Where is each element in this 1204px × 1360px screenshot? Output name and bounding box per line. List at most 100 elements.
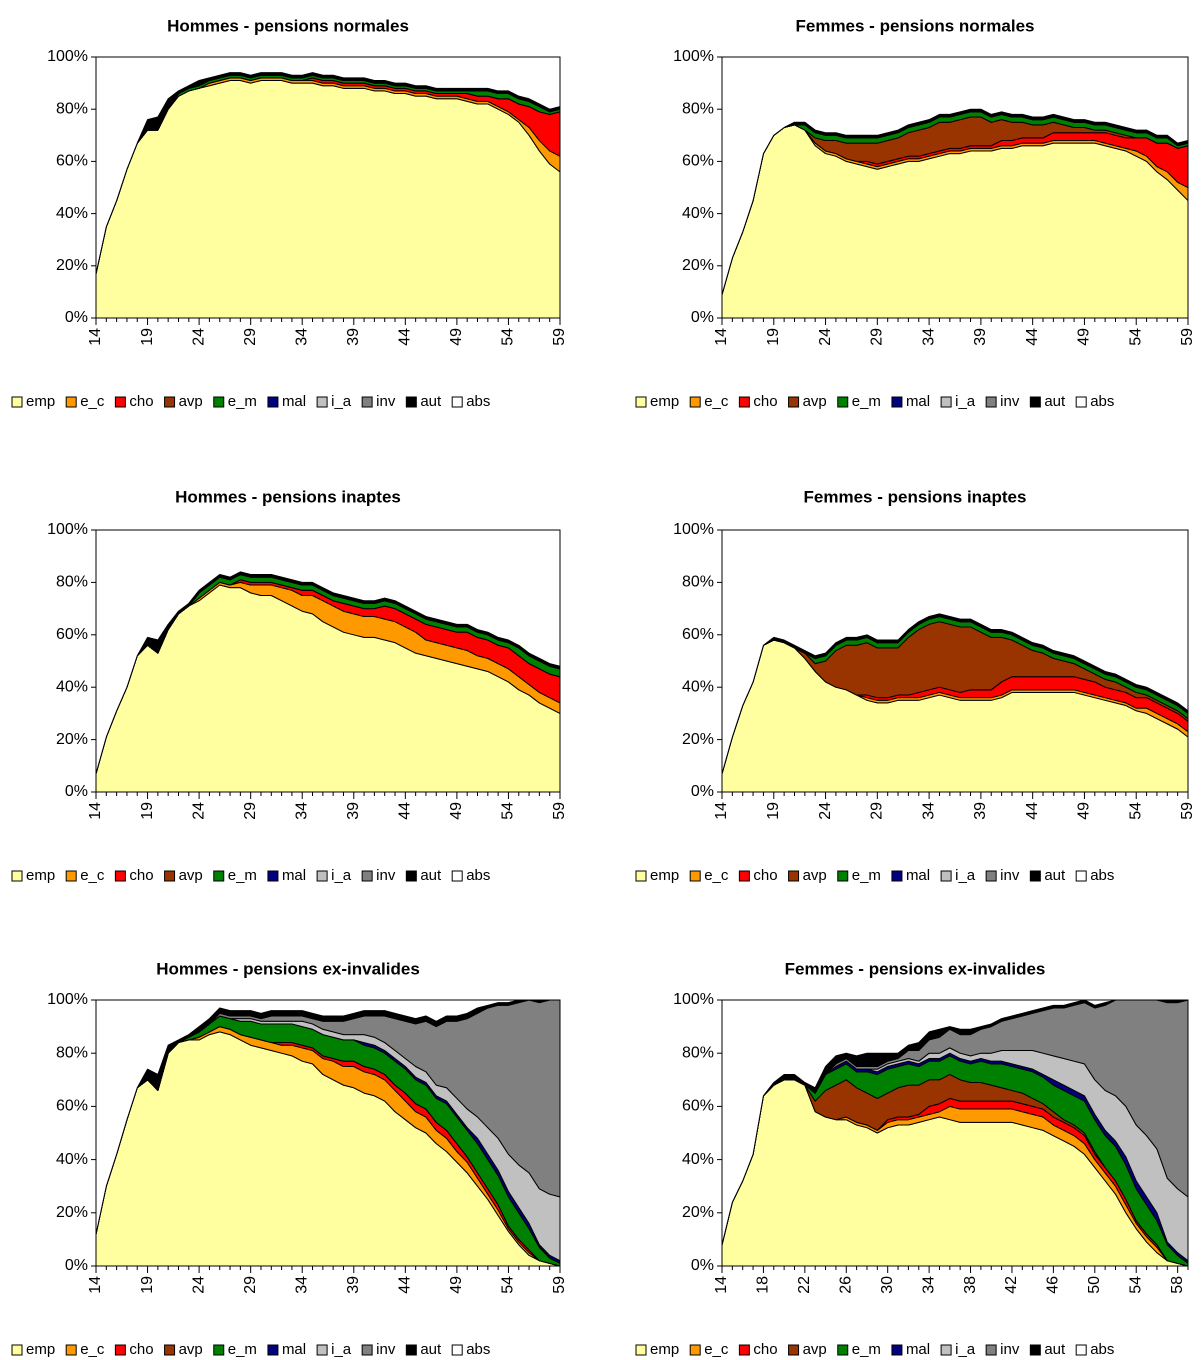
- plot-border: [721, 999, 1189, 1267]
- legend-swatch: [788, 870, 800, 882]
- legend-swatch: [985, 1344, 997, 1356]
- y-tick-label: 40%: [56, 678, 88, 695]
- y-tick-label: 40%: [682, 678, 714, 695]
- legend-label: e_c: [704, 867, 729, 884]
- legend-swatch: [405, 1344, 417, 1356]
- x-tick-label: 42: [1003, 1276, 1020, 1294]
- x-tick-label: 54: [1127, 1276, 1144, 1294]
- y-tick-label: 80%: [56, 1044, 88, 1061]
- chart-title: Hommes - pensions ex-invalides: [156, 959, 420, 978]
- x-tick-label: 24: [817, 802, 834, 820]
- legend-label: e_m: [852, 393, 881, 410]
- y-tick-label: 0%: [65, 1257, 88, 1274]
- x-tick-label: 34: [920, 328, 937, 346]
- legend-label: e_c: [704, 393, 729, 410]
- x-tick-label: 49: [1076, 802, 1093, 820]
- y-tick-label: 0%: [691, 309, 714, 326]
- legend-swatch: [65, 1344, 77, 1356]
- y-tick-label: 60%: [56, 626, 88, 643]
- x-tick-label: 14: [713, 328, 730, 346]
- plot-border: [95, 999, 561, 1267]
- legend-label: cho: [129, 1341, 153, 1358]
- x-tick-label: 24: [190, 802, 207, 820]
- legend-label: emp: [650, 1341, 679, 1358]
- x-tick-label: 24: [190, 328, 207, 346]
- legend-label: e_m: [852, 1341, 881, 1358]
- legend-label: cho: [753, 1341, 777, 1358]
- x-tick-label: 26: [837, 1276, 854, 1294]
- x-tick-label: 34: [293, 802, 310, 820]
- x-tick-label: 39: [972, 802, 989, 820]
- x-tick-label: 14: [87, 802, 104, 820]
- legend-label: cho: [129, 867, 153, 884]
- legend-label: emp: [26, 867, 55, 884]
- legend-swatch: [11, 396, 23, 408]
- legend-label: mal: [906, 393, 930, 410]
- legend-label: e_c: [80, 867, 105, 884]
- legend-swatch: [635, 870, 647, 882]
- legend-label: avp: [179, 867, 203, 884]
- legend-swatch: [267, 1344, 279, 1356]
- legend-label: inv: [376, 1341, 396, 1358]
- legend-swatch: [213, 396, 225, 408]
- legend-swatch: [65, 396, 77, 408]
- y-tick-label: 40%: [682, 1151, 714, 1168]
- legend-label: i_a: [955, 393, 976, 410]
- y-tick-label: 100%: [673, 991, 714, 1008]
- legend-swatch: [891, 396, 903, 408]
- legend-swatch: [788, 1344, 800, 1356]
- legend-swatch: [267, 396, 279, 408]
- legend-label: emp: [26, 1341, 55, 1358]
- x-tick-label: 54: [500, 1276, 517, 1294]
- x-tick-label: 54: [500, 328, 517, 346]
- legend-label: aut: [420, 393, 442, 410]
- chart-title: Hommes - pensions normales: [167, 16, 409, 35]
- x-tick-label: 19: [765, 802, 782, 820]
- legend-swatch: [689, 1344, 701, 1356]
- legend-swatch: [213, 1344, 225, 1356]
- x-tick-label: 44: [397, 1276, 414, 1294]
- y-tick-label: 40%: [56, 1151, 88, 1168]
- x-tick-label: 39: [345, 1276, 362, 1294]
- legend-swatch: [361, 1344, 373, 1356]
- x-tick-label: 44: [1024, 328, 1041, 346]
- x-tick-label: 39: [972, 328, 989, 346]
- y-tick-label: 80%: [682, 1044, 714, 1061]
- x-tick-label: 29: [869, 802, 886, 820]
- chart-title: Femmes - pensions inaptes: [804, 487, 1027, 506]
- legend-swatch: [788, 396, 800, 408]
- legend-label: i_a: [331, 1341, 352, 1358]
- x-tick-label: 34: [293, 1276, 310, 1294]
- legend-swatch: [891, 870, 903, 882]
- y-tick-label: 100%: [673, 48, 714, 65]
- x-tick-label: 59: [551, 328, 568, 346]
- legend-swatch: [689, 870, 701, 882]
- y-tick-label: 20%: [56, 731, 88, 748]
- y-tick-label: 20%: [56, 257, 88, 274]
- y-tick-label: 0%: [691, 783, 714, 800]
- x-tick-label: 59: [1179, 328, 1196, 346]
- legend-swatch: [837, 1344, 849, 1356]
- y-tick-label: 20%: [56, 1204, 88, 1221]
- legend-swatch: [837, 396, 849, 408]
- legend-label: aut: [1044, 867, 1066, 884]
- legend-swatch: [361, 396, 373, 408]
- y-tick-label: 80%: [682, 100, 714, 117]
- legend-label: e_c: [704, 1341, 729, 1358]
- legend-swatch: [405, 396, 417, 408]
- x-tick-label: 29: [242, 1276, 259, 1294]
- legend-label: i_a: [331, 867, 352, 884]
- legend-label: mal: [282, 1341, 306, 1358]
- legend-swatch: [985, 396, 997, 408]
- legend-swatch: [316, 1344, 328, 1356]
- legend-swatch: [451, 870, 463, 882]
- x-tick-label: 49: [448, 328, 465, 346]
- legend-label: abs: [1090, 867, 1114, 884]
- area: [95, 79, 561, 319]
- legend-label: abs: [1090, 1341, 1114, 1358]
- legend-label: mal: [906, 867, 930, 884]
- legend-label: aut: [1044, 1341, 1066, 1358]
- plot-border: [95, 529, 561, 793]
- legend-swatch: [451, 1344, 463, 1356]
- y-tick-label: 60%: [56, 153, 88, 170]
